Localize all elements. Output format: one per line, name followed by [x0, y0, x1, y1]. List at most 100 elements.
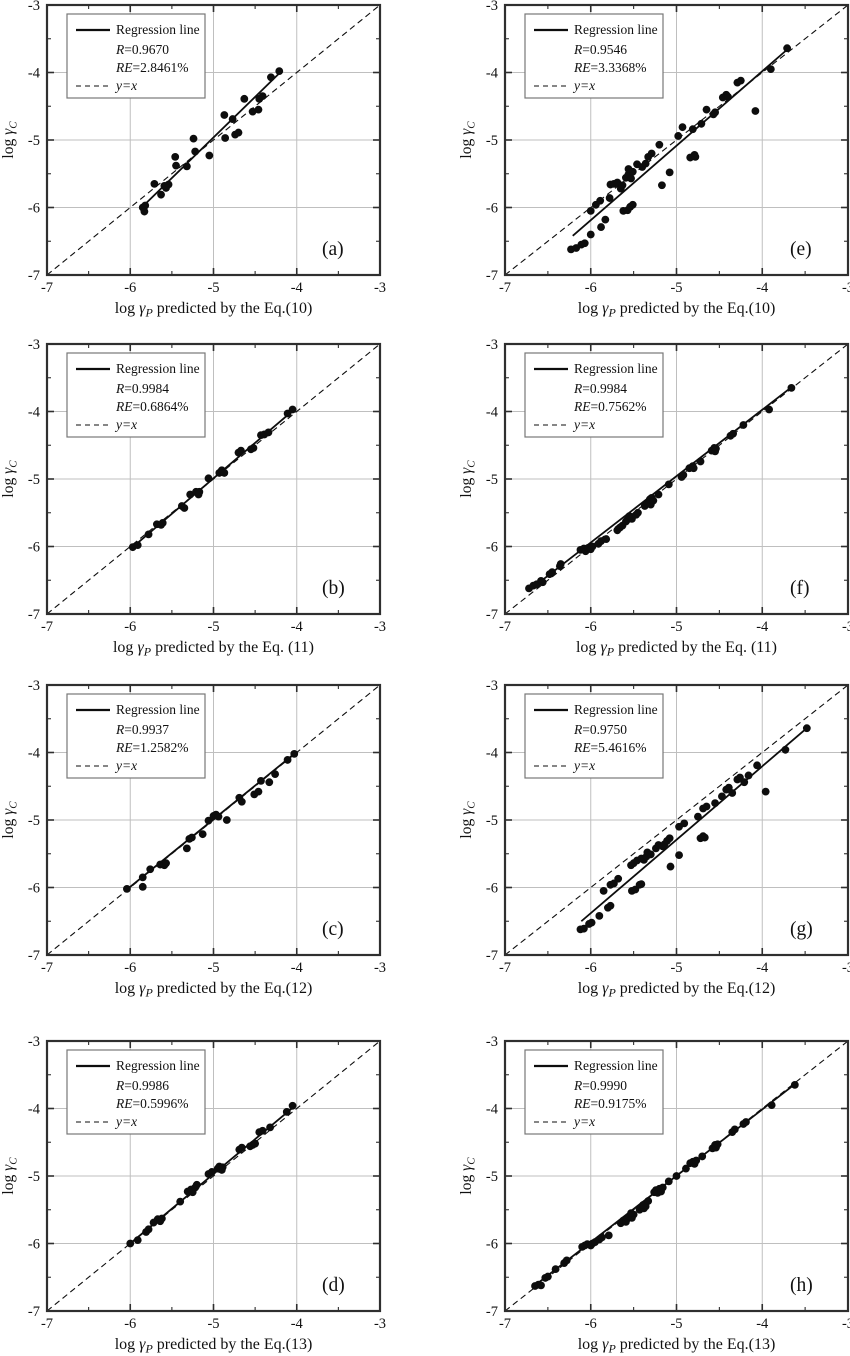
x-tick-label: -5: [207, 619, 219, 635]
data-point: [265, 778, 274, 787]
panel-letter: (d): [322, 1275, 345, 1296]
data-point: [602, 535, 611, 543]
y-tick-label: -4: [486, 746, 499, 762]
x-tick-label: -6: [124, 1316, 136, 1332]
x-axis-title: log γP predicted by the Eq.(12): [578, 980, 776, 1000]
y-axis-title: log γC: [0, 1157, 20, 1195]
legend-box: [524, 13, 664, 99]
legend-re-value: RE=0.5996%: [115, 1096, 188, 1111]
data-point: [162, 184, 170, 192]
y-tick-label: -7: [28, 1304, 40, 1320]
x-tick-label: -5: [670, 280, 682, 296]
legend: Regression line R=0.9984 RE=0.6864% y=x: [66, 352, 206, 438]
panel-letter: (h): [790, 1275, 813, 1296]
data-point: [627, 1209, 635, 1218]
data-point: [204, 816, 213, 825]
data-point: [665, 168, 674, 177]
legend-box: [524, 352, 664, 438]
legend-regression-label: Regression line: [116, 361, 200, 376]
panel-f-plot: -7-7 -6 -6 -5 -5 -4 -4 -3 -3 log γP predicted by …: [458, 339, 850, 659]
axis-ticks: [504, 684, 849, 956]
data-point: [234, 128, 243, 137]
axis-ticks: [46, 4, 381, 276]
x-tick-label: -6: [124, 960, 136, 976]
data-point: [144, 530, 153, 539]
data-point: [264, 428, 273, 437]
data-point: [654, 490, 663, 499]
x-axis-title: log γP predicted by the Eq. (11): [576, 639, 777, 659]
data-point: [237, 446, 245, 455]
panel-c-plot: -7-7 -6 -6 -5 -5 -4 -4 -3 -3 log γP predicted by …: [0, 679, 386, 1000]
scatter-points: [567, 44, 792, 254]
data-point: [192, 1180, 201, 1189]
panel-a: -7 -7 -6 -6 -5 -5 -4 -4 -3 -3 log γP predicted by …: [0, 0, 425, 338]
y-tick-label: -6: [486, 1237, 498, 1253]
axis-ticks: [504, 4, 849, 276]
panel-h-plot: -7-7 -6 -6 -5 -5 -4 -4 -3 -3 log γP predicted by …: [458, 1034, 850, 1356]
x-tick-label: -7: [41, 280, 53, 296]
data-point: [214, 812, 223, 821]
y-axis-title: log γC: [458, 1157, 478, 1195]
data-point: [739, 421, 748, 429]
data-point: [237, 1143, 246, 1152]
data-point: [171, 152, 180, 161]
data-point: [655, 140, 664, 149]
legend-r-value: R=0.9984: [115, 381, 169, 396]
data-point: [736, 76, 745, 85]
data-point: [579, 924, 588, 933]
data-point: [597, 1233, 606, 1242]
data-point: [712, 444, 720, 453]
data-point: [251, 1139, 260, 1148]
data-point: [742, 1118, 750, 1126]
y-tick-label: -3: [486, 339, 498, 353]
data-point: [290, 749, 299, 758]
scatter-points: [531, 1080, 799, 1290]
data-point: [588, 542, 597, 551]
data-point: [688, 125, 697, 134]
y-tick-label: -7: [28, 607, 40, 623]
data-point: [597, 223, 605, 231]
y-tick-label: -7: [486, 1304, 498, 1320]
legend-regression-label: Regression line: [574, 702, 658, 717]
x-tick-label: -7: [499, 619, 511, 635]
x-tick-label: -3: [374, 280, 386, 296]
panel-d: -7 -7 -6 -6 -5 -5 -4 -4 -3 -3 log γP predicted by …: [0, 1018, 425, 1356]
scatter-points: [126, 1101, 297, 1248]
data-point: [138, 873, 147, 882]
x-tick-label: -6: [124, 619, 136, 635]
data-point: [271, 770, 280, 778]
x-tick-label: -3: [374, 1316, 386, 1332]
scatter-points: [138, 67, 284, 216]
x-tick-label: -3: [374, 619, 386, 635]
data-point: [802, 724, 811, 733]
y-tick-label: -6: [28, 881, 40, 897]
data-point: [220, 111, 229, 119]
data-point: [596, 196, 605, 205]
panel-b-plot: -7-7 -6 -6 -5 -5 -4 -4 -3 -3 log γP predicted by …: [0, 339, 386, 659]
legend-r-value: R=0.9750: [573, 722, 627, 737]
data-point: [551, 1265, 560, 1274]
scatter-points: [525, 383, 796, 593]
y-tick-label: -6: [28, 201, 40, 217]
data-point: [698, 1152, 707, 1161]
data-point: [133, 1236, 142, 1245]
data-point: [625, 512, 634, 521]
y-tick-label: -4: [486, 66, 499, 82]
data-point: [627, 174, 635, 183]
y-tick-label: -7: [486, 948, 498, 964]
x-tick-label: -6: [585, 1316, 597, 1332]
data-point: [257, 776, 265, 785]
data-point: [218, 1163, 227, 1172]
panel-letter: (f): [790, 578, 809, 599]
legend-identity-label: y=x: [114, 758, 137, 773]
data-point: [740, 778, 749, 787]
y-tick-label: -4: [28, 746, 41, 762]
y-axis-title: log γC: [0, 121, 20, 159]
legend-box: [66, 352, 206, 438]
data-point: [753, 761, 762, 770]
data-point: [606, 901, 615, 910]
x-tick-label: -4: [291, 619, 304, 635]
x-tick-label: -5: [670, 1316, 682, 1332]
data-point: [634, 508, 642, 517]
